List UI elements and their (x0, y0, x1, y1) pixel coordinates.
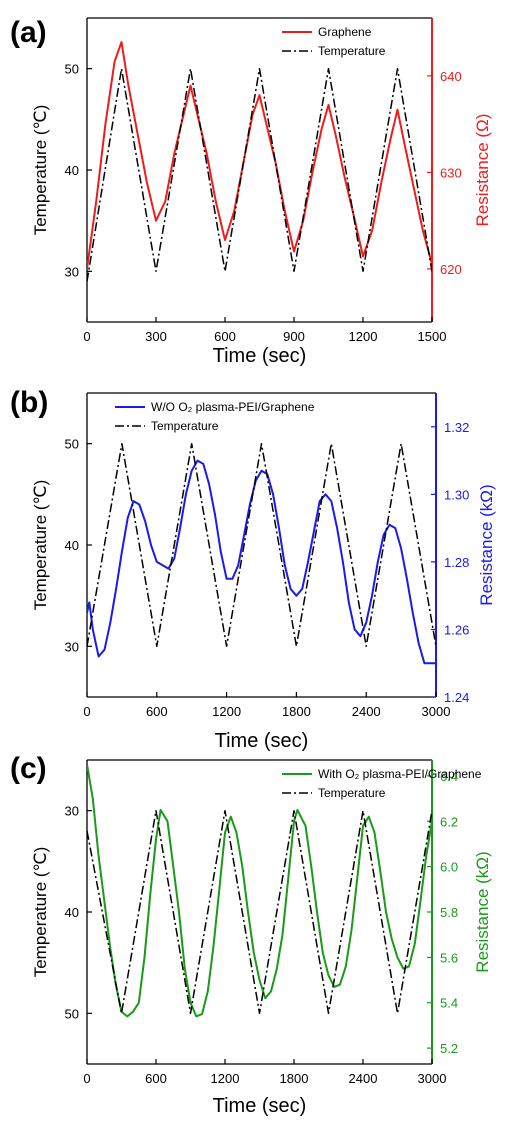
y-right-tick-label: 6.2 (440, 814, 458, 829)
y-right-tick-label: 640 (440, 69, 462, 84)
chart-panel-b: (b) 0 600 1200 1800 2400 3000 30 40 50 1.24 1.26 1.2… (10, 386, 496, 752)
temperature-series-line (87, 442, 436, 648)
y-right-axis-title: Resistance (Ω) (473, 114, 492, 227)
x-tick-label: 1800 (282, 704, 311, 719)
temperature-series-line (87, 809, 432, 1015)
x-tick-label: 2400 (352, 704, 381, 719)
y-right-tick-label: 630 (440, 165, 462, 180)
legend-entry: Temperature (151, 419, 219, 433)
y-right-tick-label: 1.24 (444, 690, 469, 705)
legend-entry: Temperature (318, 44, 386, 58)
x-tick-label: 1800 (280, 1071, 309, 1086)
chart-panel-c: (c) 0 600 1200 1800 2400 3000 30 40 50 5.2 5.4 5.6 5.… (10, 752, 492, 1117)
x-tick-label: 600 (214, 329, 236, 344)
y-left-axis-title: Temperature (℃) (31, 480, 50, 611)
y-left-tick-label: 50 (65, 1006, 79, 1021)
y-left-tick-label: 40 (65, 905, 79, 920)
x-tick-label: 0 (83, 329, 90, 344)
resistance-series-line (87, 764, 432, 1018)
x-tick-label: 1200 (211, 1071, 240, 1086)
x-tick-label: 1200 (212, 704, 241, 719)
chart-panel-a: (a) 0 300 600 900 1200 1500 30 40 50 620 630 640 Time… (10, 16, 492, 367)
x-axis-title: Time (sec) (213, 1095, 307, 1117)
legend-entry: W/O O₂ plasma-PEI/Graphene (151, 400, 315, 414)
y-left-tick-label: 50 (65, 437, 79, 452)
resistance-series-line (87, 459, 436, 665)
panel-label: (a) (10, 16, 47, 49)
y-left-tick-label: 40 (65, 538, 79, 553)
y-left-tick-label: 30 (65, 804, 79, 819)
y-right-axis-title: Resistance (kΩ) (473, 851, 492, 972)
y-left-axis-title: Temperature (℃) (31, 847, 50, 978)
y-left-axis-title: Temperature (℃) (31, 105, 50, 236)
y-right-tick-label: 1.32 (444, 420, 469, 435)
y-right-tick-label: 6.4 (440, 769, 458, 784)
temperature-series-line (87, 67, 432, 282)
y-right-tick-label: 6.0 (440, 860, 458, 875)
x-tick-label: 2400 (349, 1071, 378, 1086)
legend-entry: Graphene (318, 25, 372, 39)
x-tick-label: 900 (283, 329, 305, 344)
resistance-series-line (87, 41, 432, 270)
y-left-tick-label: 50 (65, 62, 79, 77)
x-tick-label: 600 (145, 1071, 167, 1086)
legend-entry: With O₂ plasma-PEI/Graphene (318, 767, 482, 781)
x-tick-label: 1500 (418, 329, 447, 344)
x-tick-label: 1200 (349, 329, 378, 344)
y-left-tick-label: 30 (65, 264, 79, 279)
y-right-tick-label: 1.28 (444, 555, 469, 570)
x-axis-title: Time (sec) (215, 730, 309, 752)
y-right-tick-label: 1.30 (444, 487, 469, 502)
x-tick-label: 0 (83, 704, 90, 719)
x-tick-label: 3000 (422, 704, 451, 719)
y-right-tick-label: 1.26 (444, 622, 469, 637)
y-right-axis-title: Resistance (kΩ) (477, 484, 496, 605)
x-tick-label: 600 (146, 704, 168, 719)
panel-label: (c) (10, 752, 47, 785)
panel-label: (b) (10, 386, 48, 419)
y-right-tick-label: 620 (440, 262, 462, 277)
legend-entry: Temperature (318, 786, 386, 800)
y-right-tick-label: 5.8 (440, 905, 458, 920)
x-tick-label: 0 (83, 1071, 90, 1086)
x-tick-label: 3000 (418, 1071, 447, 1086)
x-tick-label: 300 (145, 329, 167, 344)
y-left-tick-label: 30 (65, 639, 79, 654)
x-axis-title: Time (sec) (213, 345, 307, 367)
y-left-tick-label: 40 (65, 163, 79, 178)
y-right-tick-label: 5.4 (440, 996, 458, 1011)
y-right-tick-label: 5.2 (440, 1041, 458, 1056)
y-right-tick-label: 5.6 (440, 950, 458, 965)
